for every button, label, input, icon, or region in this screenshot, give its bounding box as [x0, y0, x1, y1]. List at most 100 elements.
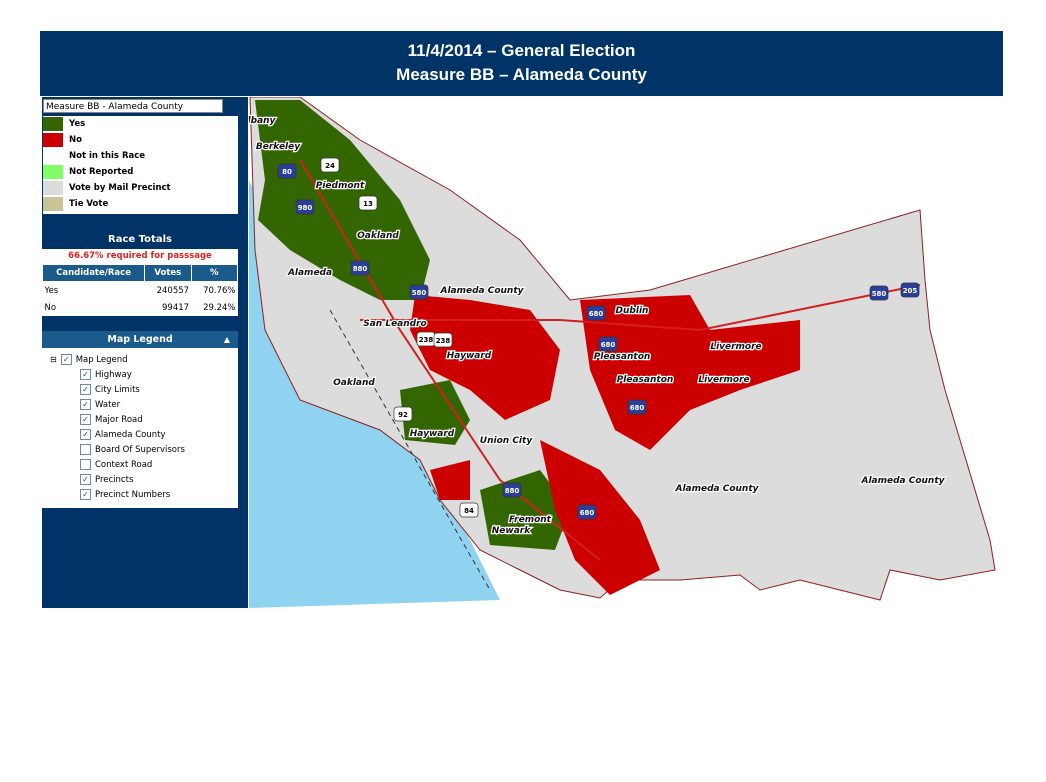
layer-label: Alameda County: [95, 429, 166, 440]
legend-label: Not in this Race: [69, 151, 146, 161]
title: 11/4/2014 – General Election: [407, 41, 636, 60]
race-totals: Race Totals 66.67% required for passsage…: [41, 231, 239, 316]
table-cell: 99417: [162, 302, 190, 313]
layer-checkbox[interactable]: [80, 444, 91, 455]
column-header: %: [190, 264, 239, 282]
place-label: Oakland: [357, 231, 399, 241]
map-legend: Map Legend ▲ ⊟ ✓ Map Legend ✓ Highway ✓ City L…: [42, 331, 238, 508]
layer-row: ✓ Precincts: [42, 472, 238, 487]
place-label: Piedmont: [316, 181, 365, 191]
highway-shield: [627, 399, 647, 415]
highway-shield: [295, 199, 315, 215]
layer-checkbox[interactable]: ✓: [80, 399, 91, 410]
place-label: Hayward: [447, 351, 492, 361]
layer-checkbox[interactable]: ✓: [80, 489, 91, 500]
legend-label: No: [69, 135, 82, 145]
layer-label: Highway: [95, 369, 132, 380]
highway-shield: [900, 282, 920, 298]
legend-swatch: [43, 133, 63, 147]
highway-shield: [598, 336, 618, 352]
highway-shield: [502, 482, 522, 498]
layer-checkbox[interactable]: ✓: [80, 414, 91, 425]
place-label: Pleasanton: [594, 352, 651, 362]
map-legend-title: Map Legend: [107, 334, 173, 345]
place-label: Dublin: [616, 306, 649, 316]
highway-shield: [320, 157, 340, 173]
table-row: Yes 240557 70.76%: [43, 282, 238, 300]
legend-swatch: [43, 181, 63, 195]
sidebar: Measure BB - Alameda County Yes No Not in …: [41, 97, 248, 608]
layer-checkbox[interactable]: ✓: [80, 429, 91, 440]
legend-label: Tie Vote: [69, 199, 109, 209]
place-label: Livermore: [710, 342, 761, 352]
map-legend-header[interactable]: Map Legend ▲: [42, 331, 238, 348]
table-cell: Yes: [44, 285, 59, 296]
table-cell: 70.76%: [203, 285, 236, 296]
place-label: Alameda: [287, 268, 332, 278]
collapse-icon[interactable]: ▲: [223, 335, 230, 344]
shield-number: 238: [436, 337, 451, 345]
place-label: Hayward: [410, 429, 455, 439]
place-label: Berkeley: [256, 142, 301, 152]
place-label: Newark: [492, 526, 531, 536]
legend-item: Vote by Mail Precinct: [43, 180, 238, 196]
place-label: Union City: [480, 436, 534, 446]
legend-swatch: [43, 117, 63, 131]
highway: [299, 159, 601, 561]
layer-row: ✓ City Limits: [42, 382, 238, 397]
table-cell: No: [44, 302, 57, 313]
tree-toggle[interactable]: ⊟: [50, 355, 57, 364]
layer-row: ✓ Highway: [42, 367, 238, 382]
highway-shield: [350, 260, 370, 276]
place-label: Fremont: [509, 515, 552, 525]
layer-row: ✓ Alameda County: [42, 427, 238, 442]
legend-swatch: [43, 197, 63, 211]
totals-table: Candidate/Race Votes% Yes 240557 70.76% No 994…: [41, 264, 239, 316]
highway-shield: [586, 305, 606, 321]
highway: [360, 284, 921, 332]
highway-shield: [459, 502, 479, 518]
place-label: Livermore: [698, 375, 749, 385]
legend-item: No: [43, 132, 238, 148]
shield-number: 980: [298, 204, 313, 212]
layer-label: Board Of Supervisors: [95, 444, 185, 455]
place-label: Alameda County: [439, 286, 524, 296]
layer-checkbox[interactable]: ✓: [80, 474, 91, 485]
column-header: Votes: [144, 264, 192, 282]
north-yes: [255, 100, 430, 300]
place-label: Albany: [249, 116, 277, 126]
shield-number: 580: [412, 289, 427, 297]
fremont-yes: [480, 470, 570, 550]
shield-number: 680: [580, 509, 595, 517]
table-cell: 29.24%: [203, 302, 236, 313]
layer-row: ✓ Water: [42, 397, 238, 412]
shield-number: 880: [353, 265, 368, 273]
legend-item: Not Reported: [43, 164, 238, 180]
highway-shield: [358, 195, 378, 211]
layer-checkbox[interactable]: ✓: [80, 384, 91, 395]
layer-checkbox[interactable]: ✓: [80, 369, 91, 380]
place-label: Oakland: [333, 378, 375, 388]
legend-swatch: [43, 149, 63, 163]
shield-number: 680: [589, 310, 604, 318]
layer-label: Precincts: [95, 474, 134, 485]
layer-checkbox[interactable]: [80, 459, 91, 470]
highway-shield: [409, 284, 429, 300]
column-header: Candidate/Race: [41, 264, 146, 282]
legend-label: Vote by Mail Precinct: [69, 183, 171, 193]
highway-shield: [577, 504, 597, 520]
map-legend-box: ⊟ ✓ Map Legend ✓ Highway ✓ City Limits ✓ Water ✓…: [42, 348, 238, 508]
place-label: Alameda County: [674, 484, 759, 494]
place-label: San Leandro: [363, 319, 426, 329]
shield-number: 92: [398, 411, 408, 419]
layer-row: ✓ Precinct Numbers: [42, 487, 238, 502]
legend-item: Tie Vote: [43, 196, 238, 212]
checkbox[interactable]: ✓: [60, 354, 72, 365]
map: Albany Berkeley Piedmont Oakland Alameda Alam…: [249, 97, 1003, 608]
place-label: Pleasanton: [617, 375, 674, 385]
measure-select[interactable]: Measure BB - Alameda County: [43, 99, 223, 113]
shield-number: 205: [903, 287, 918, 295]
hayward-no: [410, 295, 560, 420]
legend: Yes No Not in this Race Not Reported Vote by…: [43, 116, 238, 214]
